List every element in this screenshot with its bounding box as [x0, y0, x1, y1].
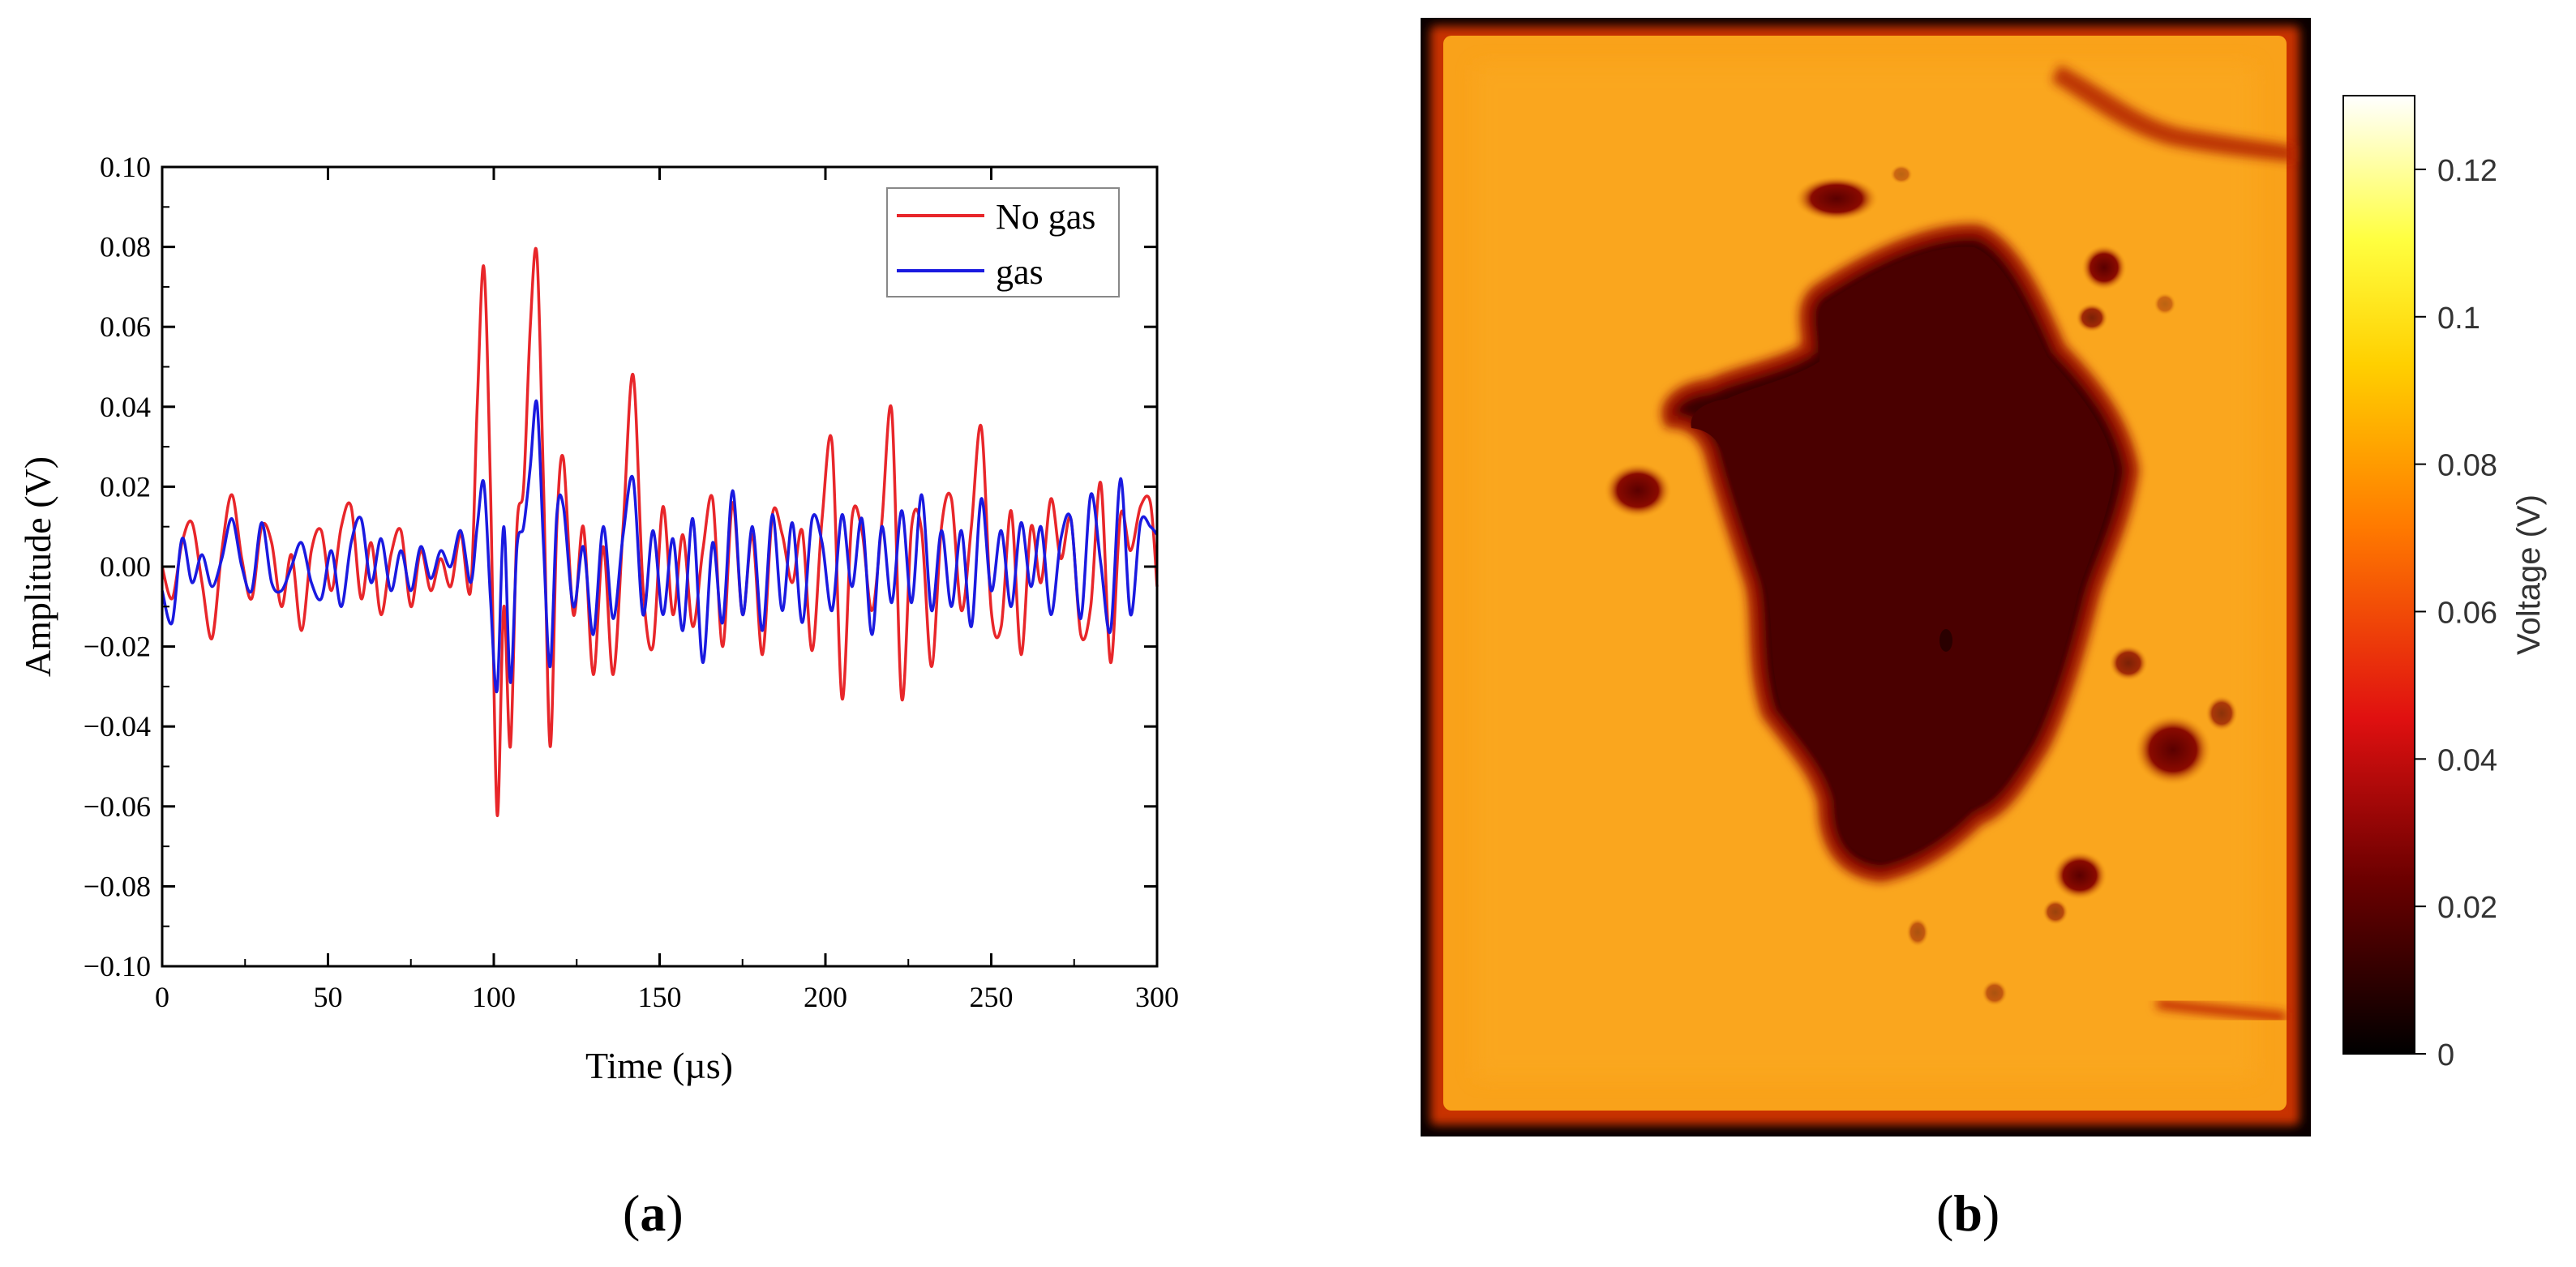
line-chart: 0 50 100 150 200 250 300 −0.10−0.08−0.06−0.04−…: [17, 151, 1179, 1086]
y-tick-label: −0.04: [84, 710, 151, 743]
heatmap-spot: [2042, 899, 2068, 925]
heatmap-spot: [2076, 303, 2108, 332]
x-axis-label: Time (µs): [585, 1045, 733, 1086]
colorbar-tick-label: 0.06: [2437, 596, 2497, 630]
y-tick-label: −0.02: [84, 631, 151, 663]
y-tick-label: 0.06: [100, 310, 151, 343]
colorbar: [2342, 95, 2415, 1055]
legend-label-no-gas: No gas: [996, 197, 1095, 237]
x-tick-label: 250: [970, 981, 1014, 1013]
panel-caption-b-letter: b: [1953, 1184, 1982, 1242]
y-tick-label: 0.04: [100, 391, 151, 423]
series-layer: [161, 246, 1159, 817]
colorbar-tick-label: 0.04: [2437, 743, 2497, 777]
y-tick-label: −0.06: [84, 790, 151, 823]
heatmap-spot: [1906, 918, 1929, 947]
legend-label-gas: gas: [996, 252, 1044, 292]
legend-box: [886, 187, 1120, 297]
x-tick-label: 0: [155, 981, 169, 1013]
y-tick-label: −0.10: [84, 950, 151, 982]
heatmap-streak: [2051, 65, 2295, 162]
colorbar-tick-label: 0: [2437, 1038, 2454, 1072]
y-axis: −0.10 −0.08 −0.06 −0.04 −0.02 0.00 0.02 0.04 0.0…: [84, 151, 1157, 982]
y-axis-label: Amplitude (V): [17, 456, 58, 677]
legend: No gas gas: [886, 187, 1120, 297]
colorbar-label: Voltage (V): [2511, 494, 2547, 655]
x-tick-label: 100: [472, 981, 516, 1013]
y-tick-label: 0.10: [100, 151, 151, 183]
x-tick-label: 200: [804, 981, 847, 1013]
heatmap-defect-core: [1691, 246, 2115, 861]
colorbar-tick-label: 0.12: [2437, 154, 2497, 188]
heatmap-spot: [2154, 293, 2176, 315]
heatmap-spot: [1604, 463, 1672, 518]
y-tick-label: 0.02: [100, 470, 151, 503]
y-tick-label: 0.00: [100, 550, 151, 583]
heatmap-spot: [2205, 696, 2238, 731]
heatmap-spot: [1940, 629, 1952, 652]
heatmap-chart: 0 0.02 0.04 0.06 0.08 0.1 0.12 Voltage (V): [1421, 18, 2547, 1136]
x-tick-label: 50: [314, 981, 343, 1013]
heatmap-spot: [2081, 245, 2127, 290]
heatmap-spot: [1794, 176, 1879, 221]
heatmap-streak: [2156, 999, 2287, 1022]
heatmap-spot: [1890, 165, 1913, 184]
panel-caption-a-letter: a: [640, 1184, 667, 1242]
y-tick-label: −0.08: [84, 870, 151, 902]
x-axis: 0 50 100 150 200 250 300: [155, 167, 1179, 1013]
panel-caption-b: (b): [1936, 1184, 2000, 1242]
x-tick-label: 150: [638, 981, 682, 1013]
colorbar-axis: 0 0.02 0.04 0.06 0.08 0.1 0.12: [2415, 154, 2497, 1072]
heatmap-spot: [2134, 714, 2212, 785]
panel-caption-a: (a): [623, 1184, 684, 1242]
heatmap-spot: [2052, 851, 2107, 900]
heatmap-spot: [1982, 980, 2008, 1006]
colorbar-tick-label: 0.1: [2437, 302, 2480, 336]
colorbar-tick-label: 0.08: [2437, 449, 2497, 483]
heatmap-spot: [2109, 645, 2148, 681]
series-line-gas: [161, 399, 1159, 694]
colorbar-tick-label: 0.02: [2437, 891, 2497, 925]
x-tick-label: 300: [1135, 981, 1179, 1013]
y-tick-label: 0.08: [100, 231, 151, 263]
